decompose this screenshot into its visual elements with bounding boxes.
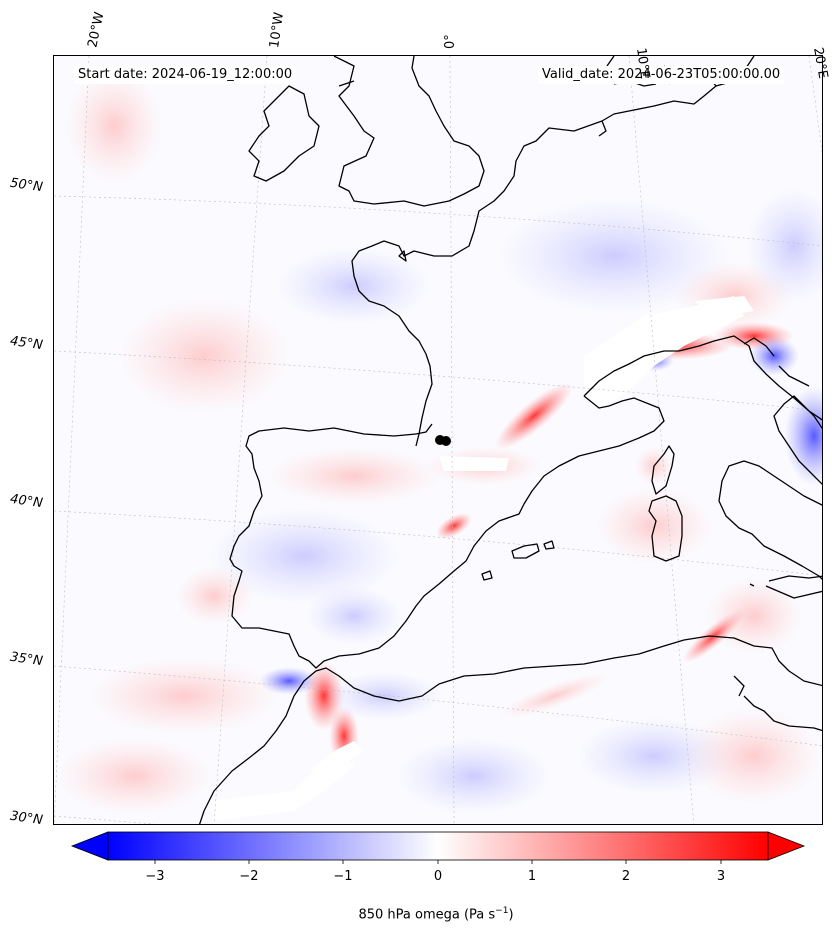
colorbar-tick: 2 [621,869,631,884]
map-canvas [54,56,822,824]
colorbar-tick: −3 [145,869,165,884]
valid-date-label: Valid_date: 2024-06-23T05:00:00.00 [538,66,785,84]
lat-label-50n: 50°N [9,175,44,196]
lat-label-40n: 40°N [9,491,44,512]
colorbar-tick: −1 [333,869,353,884]
colorbar-tick: −2 [239,869,259,884]
colorbar-tick: 0 [433,869,443,884]
start-date-label: Start date: 2024-06-19_12:00:00 [74,66,297,84]
station-markers [435,435,451,446]
colorbar-label: 850 hPa omega (Pa s−1) [20,906,832,922]
lon-label-0: 0° [443,34,458,49]
map-panel [53,55,823,825]
lon-label-10w: 10°W [267,11,287,49]
lon-label-20w: 20°W [85,10,108,49]
colorbar-label-exponent: −1 [495,906,509,916]
colorbar-tick: 1 [527,869,537,884]
colorbar [70,831,806,864]
coastlines [198,56,822,824]
graticule [54,56,822,824]
colorbar-label-main: 850 hPa omega (Pa s [358,907,496,923]
lat-label-45n: 45°N [9,333,44,354]
lat-label-35n: 35°N [9,649,44,670]
colorbar-tick: 3 [716,869,726,884]
colorbar-label-close: ) [508,907,514,923]
lon-label-10e: 10°E [633,46,653,80]
